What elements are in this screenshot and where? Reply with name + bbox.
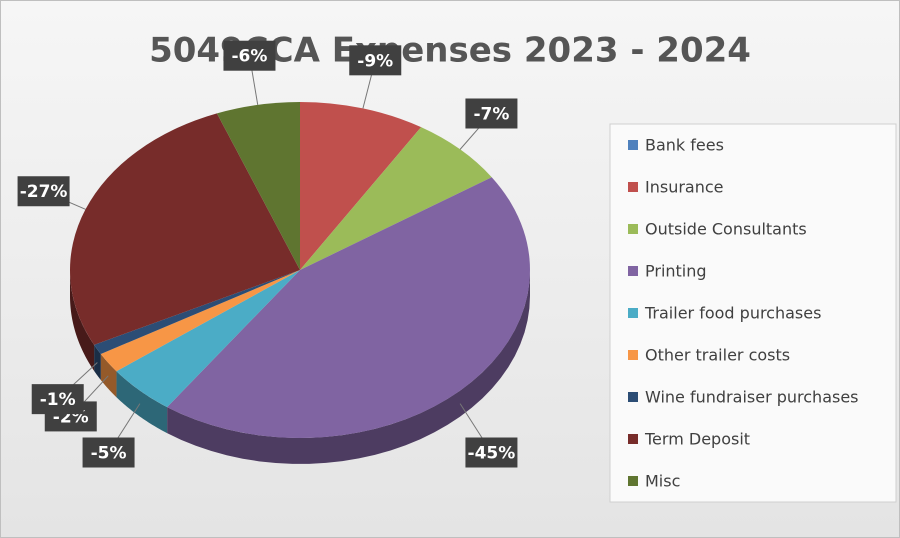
pie-slice (94, 270, 300, 354)
legend-swatch (628, 224, 638, 234)
legend-swatch (628, 350, 638, 360)
label-box (223, 40, 276, 71)
pie-slice (167, 177, 531, 439)
data-label: -27% (20, 182, 68, 202)
legend-label: Insurance (645, 178, 724, 197)
legend-label: Printing (645, 262, 707, 281)
legend-swatch (628, 392, 638, 402)
legend-label: Term Deposit (644, 430, 750, 449)
slice-side (100, 354, 117, 398)
pie-slice (300, 102, 422, 270)
pie-slice (116, 270, 300, 408)
pie-slice (70, 113, 300, 345)
legend-swatch (628, 140, 638, 150)
label-box (31, 384, 84, 415)
data-label: -6% (232, 47, 268, 67)
legend-swatch (628, 476, 638, 486)
legend-label: Outside Consultants (645, 220, 807, 239)
label-box (349, 45, 402, 76)
legend-swatch (628, 308, 638, 318)
data-label: -45% (468, 444, 516, 464)
data-label: -1% (40, 390, 76, 410)
legend-swatch (628, 266, 638, 276)
data-label: -9% (357, 51, 393, 71)
label-box (465, 98, 518, 129)
legend-swatch (628, 182, 638, 192)
pie-slice (300, 127, 492, 271)
data-label: -5% (91, 444, 127, 464)
pie-slice (100, 270, 301, 372)
slice-side (167, 270, 531, 464)
legend-label: Other trailer costs (645, 346, 790, 365)
legend-label: Wine fundraiser purchases (645, 388, 859, 407)
legend-box (609, 123, 897, 503)
pie-slice (216, 102, 300, 270)
legend-label: Misc (645, 472, 680, 491)
slice-side (116, 371, 168, 434)
label-box (17, 176, 70, 207)
legend-label: Bank fees (645, 136, 724, 155)
slice-side (94, 344, 101, 380)
label-box (82, 437, 135, 468)
legend-swatch (628, 434, 638, 444)
slice-side (70, 270, 95, 371)
data-label: -7% (473, 104, 509, 124)
legend-label: Trailer food purchases (644, 304, 821, 323)
label-box (465, 437, 518, 468)
